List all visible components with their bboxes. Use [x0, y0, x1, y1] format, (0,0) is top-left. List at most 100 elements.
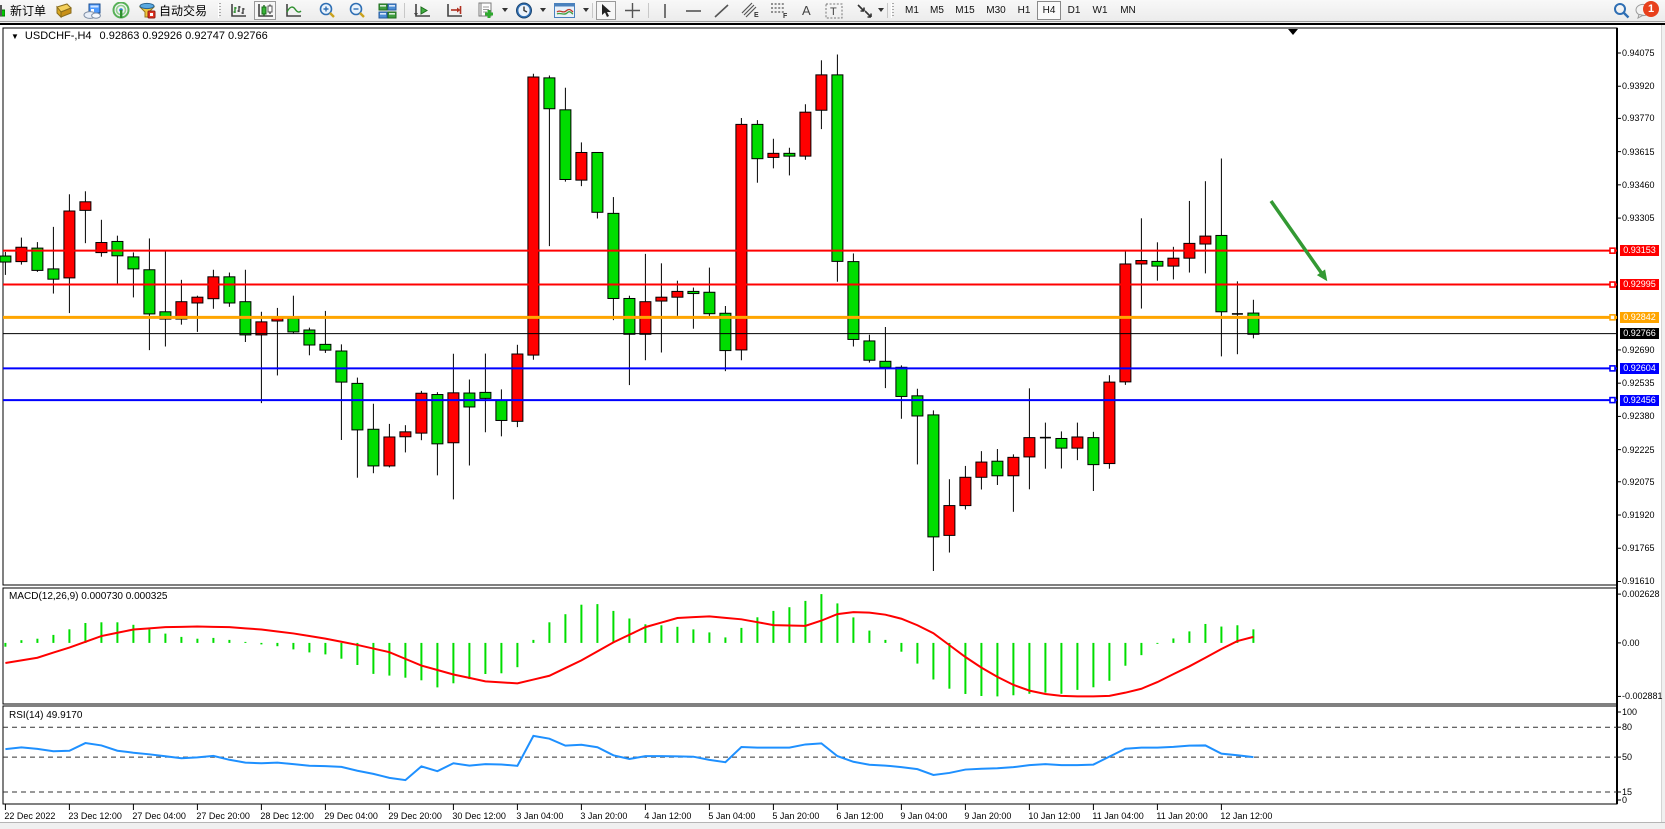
price-line-handle[interactable]	[1609, 396, 1616, 404]
candle-body	[879, 360, 892, 368]
candle-body	[1167, 257, 1180, 267]
price-line-flag: 0.92842	[1620, 311, 1659, 323]
candle	[511, 344, 524, 428]
search-icon[interactable]	[1610, 1, 1632, 20]
main-toolbar: 新订单	[0, 0, 1665, 22]
timeframe-button-h1[interactable]: H1	[1017, 5, 1031, 16]
price-line-handle[interactable]	[1609, 247, 1616, 254]
zoom-out-button[interactable]	[346, 1, 368, 20]
candle	[383, 423, 396, 468]
candle-body	[783, 152, 796, 157]
autotrading-button[interactable]: 自动交易	[158, 1, 208, 20]
candle	[1055, 431, 1068, 469]
rsi-axis-tick-label: 100	[1622, 707, 1638, 717]
auto-scroll-button[interactable]	[410, 1, 434, 20]
templates-dropdown-arrow[interactable]	[583, 8, 589, 12]
strategy-tester-icon[interactable]	[110, 1, 132, 20]
rsi-panel-border	[2, 705, 1618, 805]
timeframe-button-w1[interactable]: W1	[1092, 5, 1108, 16]
new-order-button[interactable]: 新订单	[7, 1, 49, 20]
candle-body	[191, 296, 204, 304]
price-axis-tick-label: 0.93305	[1622, 213, 1655, 224]
indicators-button[interactable]	[474, 1, 498, 20]
candle-body	[991, 460, 1004, 477]
current-price-flag: 0.92766	[1620, 328, 1659, 340]
chart-collapse-caret[interactable]: ▼	[11, 31, 19, 41]
periods-dropdown-arrow[interactable]	[540, 8, 546, 12]
candle	[47, 226, 60, 294]
trendline-tool-button[interactable]	[710, 1, 732, 20]
candle	[399, 425, 412, 453]
candle-body	[1087, 437, 1100, 466]
fibonacci-tool-button[interactable]: F	[767, 1, 791, 20]
chart-shift-button[interactable]	[442, 1, 466, 20]
timeframe-button-mn[interactable]: MN	[1120, 5, 1136, 16]
candle-body	[607, 212, 620, 299]
candle	[543, 75, 556, 247]
text-tool-button[interactable]: A	[798, 1, 816, 20]
candle-body	[751, 123, 764, 160]
candle	[591, 151, 604, 219]
arrow-object-head[interactable]	[1316, 269, 1328, 282]
chart-plot-area[interactable]	[0, 25, 1665, 829]
timeframe-button-m1[interactable]: M1	[905, 5, 919, 16]
price-line-handle[interactable]	[1609, 314, 1616, 321]
timeframe-button-m5[interactable]: M5	[930, 5, 944, 16]
crosshair-tool-button[interactable]	[621, 1, 643, 20]
bars-chart-button[interactable]	[227, 1, 249, 20]
timeframe-button-m30[interactable]: M30	[986, 5, 1006, 16]
toolbar-separator	[887, 3, 888, 18]
templates-button[interactable]	[551, 1, 577, 20]
candle-body	[15, 246, 28, 263]
zoom-in-button[interactable]	[316, 1, 338, 20]
svg-text:T: T	[830, 6, 837, 18]
text-label-tool-button[interactable]: T	[823, 1, 845, 20]
line-chart-button[interactable]	[282, 1, 304, 20]
timeframe-button-m15[interactable]: M15	[955, 5, 975, 16]
candle-body	[223, 276, 236, 304]
timeframe-button-d1[interactable]: D1	[1067, 5, 1081, 16]
indicators-dropdown-arrow[interactable]	[502, 8, 508, 12]
arrows-tool-button[interactable]	[852, 1, 876, 20]
time-axis-label: 6 Jan 12:00	[836, 811, 884, 821]
candle	[575, 142, 588, 187]
arrows-dropdown-arrow[interactable]	[878, 8, 884, 12]
new-order-icon[interactable]	[0, 1, 5, 20]
time-axis-label: 3 Jan 20:00	[580, 811, 628, 821]
timeframe-button-h4[interactable]: H4	[1037, 1, 1061, 20]
candle	[687, 287, 700, 329]
price-line-handle[interactable]	[1609, 365, 1616, 372]
toolbar-grip[interactable]	[891, 3, 894, 18]
price-axis-tick-label: 0.94075	[1622, 48, 1655, 58]
cursor-tool-button[interactable]	[596, 1, 616, 20]
candle	[1023, 388, 1036, 490]
candle-body	[1071, 436, 1084, 449]
time-axis-label: 29 Dec 04:00	[324, 811, 378, 821]
candle-body	[287, 317, 300, 333]
candle	[655, 263, 668, 353]
candles-chart-button[interactable]	[254, 1, 276, 20]
candle	[79, 191, 92, 244]
candle-body	[815, 74, 828, 111]
notification-badge[interactable]: 1	[1643, 1, 1659, 17]
candle-body	[479, 391, 492, 399]
periods-button[interactable]	[512, 1, 536, 20]
candle-body	[47, 268, 60, 280]
time-axis-label: 11 Jan 20:00	[1156, 811, 1208, 821]
candle	[111, 235, 124, 284]
horizontal-line-tool-button[interactable]	[682, 1, 704, 20]
price-line-handle[interactable]	[1609, 281, 1616, 288]
autotrading-icon[interactable]	[136, 1, 158, 20]
vertical-line-tool-button[interactable]	[656, 1, 674, 20]
candle-body	[351, 382, 364, 431]
arrow-object-shaft[interactable]	[1269, 199, 1327, 280]
candle-body	[543, 77, 556, 110]
toolbar-grip[interactable]	[218, 3, 221, 18]
tile-windows-button[interactable]	[375, 1, 399, 20]
candle-body	[1103, 381, 1116, 465]
equidistant-channel-tool-button[interactable]: E	[738, 1, 762, 20]
candle	[207, 269, 220, 309]
data-window-icon[interactable]	[82, 1, 104, 20]
market-watch-icon[interactable]	[54, 1, 74, 20]
candle	[0, 251, 12, 275]
